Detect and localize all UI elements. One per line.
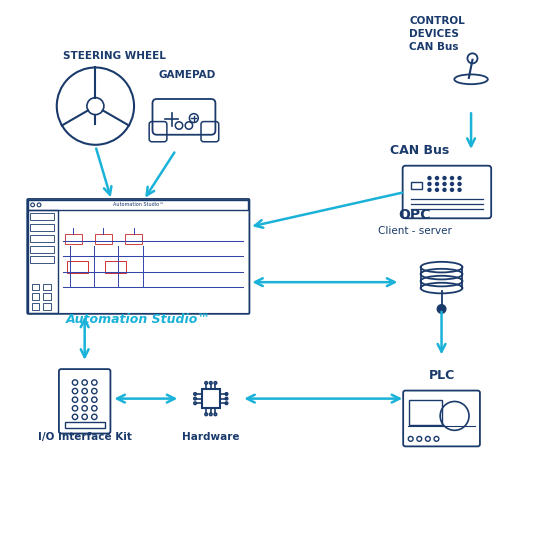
Bar [31,224,54,231]
Circle shape [443,183,446,185]
Text: OPC: OPC [398,208,431,222]
Text: GAMEPAD: GAMEPAD [158,70,215,80]
Bar [31,246,54,253]
Circle shape [443,189,446,191]
Circle shape [428,183,431,185]
Circle shape [225,392,228,395]
Circle shape [435,189,439,191]
Circle shape [451,183,453,185]
Bar [67,261,88,273]
Text: STEERING WHEEL: STEERING WHEEL [63,51,166,61]
Bar [65,234,82,244]
Bar [44,303,51,310]
Circle shape [443,177,446,179]
Bar [32,293,39,300]
Circle shape [458,177,461,179]
Circle shape [458,189,461,191]
Bar [32,303,39,310]
Text: Client - server: Client - server [378,226,452,236]
Circle shape [225,402,228,404]
Bar [409,400,441,425]
Text: PLC: PLC [428,369,455,382]
Text: Automation Studio™: Automation Studio™ [113,202,164,208]
Bar [44,284,51,290]
Bar [95,234,112,244]
Bar [65,422,105,428]
Text: Automation Studio™: Automation Studio™ [66,313,211,326]
Bar [105,261,126,273]
Circle shape [451,189,453,191]
Bar [202,389,220,408]
Bar [44,293,51,300]
Circle shape [437,305,446,313]
Text: CONTROL
DEVICES
CAN Bus: CONTROL DEVICES CAN Bus [409,16,465,52]
Bar [32,284,39,290]
Text: CAN Bus: CAN Bus [390,144,450,158]
Text: I/O Interface Kit: I/O Interface Kit [38,432,131,442]
Bar [411,183,422,189]
Circle shape [428,189,431,191]
Text: Hardware: Hardware [182,432,240,442]
Bar [125,234,142,244]
Bar [31,256,54,263]
Bar [28,200,249,210]
Circle shape [225,397,228,400]
Circle shape [428,177,431,179]
Bar [31,235,54,242]
Circle shape [458,183,461,185]
Circle shape [451,177,453,179]
Circle shape [435,177,439,179]
Bar [31,214,54,220]
Bar [28,210,58,313]
Circle shape [435,183,439,185]
